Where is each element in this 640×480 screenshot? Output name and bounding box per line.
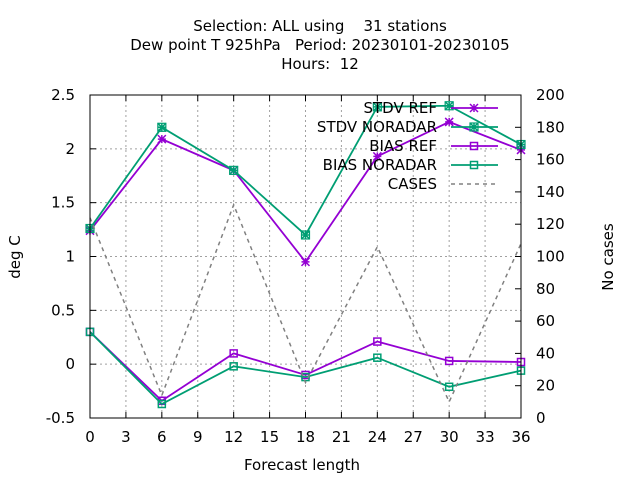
x-tick-label: 27 (404, 428, 423, 446)
x-tick-label: 18 (296, 428, 315, 446)
y2-tick-label: 200 (536, 86, 565, 104)
data-point (444, 382, 454, 392)
data-point (157, 399, 167, 409)
data-point (372, 102, 382, 112)
y-tick-label: 1.5 (51, 194, 75, 212)
x-tick-label: 36 (511, 428, 530, 446)
legend-marker (469, 122, 479, 132)
data-point (300, 230, 311, 240)
series-line (89, 331, 522, 406)
data-point-box (229, 165, 239, 175)
y2-tick-label: 20 (536, 377, 555, 395)
legend-label: BIAS REF (369, 137, 437, 155)
x-tick-label: 30 (440, 428, 459, 446)
data-point-box (444, 101, 454, 111)
y2-tick-label: 120 (536, 215, 565, 233)
legend-marker (469, 103, 479, 113)
x-axis-label: Forecast length (244, 456, 360, 474)
y2-tick-label: 100 (536, 248, 565, 266)
grid (90, 95, 521, 418)
y2-axis-label: No cases (599, 223, 617, 291)
legend-entry: CASES (388, 175, 498, 193)
y-tick-label: 0 (65, 355, 75, 373)
legend-marker-box (469, 122, 479, 132)
legend-label: STDV REF (363, 99, 437, 117)
data-point (300, 257, 311, 267)
y2-tick-label: 140 (536, 183, 565, 201)
x-tick-label: 0 (85, 428, 95, 446)
y-tick-label: 2.5 (51, 86, 75, 104)
legend-label: CASES (388, 175, 437, 193)
legend-label: STDV NORADAR (317, 118, 437, 136)
y-tick-label: -0.5 (46, 409, 75, 427)
data-point (444, 101, 454, 111)
y2-tick-label: 0 (536, 409, 546, 427)
data-point (373, 353, 382, 362)
y-tick-label: 2 (65, 140, 75, 158)
data-point (444, 356, 454, 366)
data-point (229, 362, 238, 371)
data-point (229, 349, 238, 358)
data-point-box (372, 102, 382, 112)
series-cases (89, 202, 522, 404)
data-point (157, 134, 167, 144)
legend-entry: BIAS REF (369, 137, 498, 155)
data-point (229, 165, 239, 175)
x-tick-label: 15 (260, 428, 279, 446)
series-line (89, 202, 522, 404)
y2-tick-label: 160 (536, 151, 565, 169)
y2-tick-label: 60 (536, 312, 555, 330)
legend-marker (469, 160, 479, 170)
x-tick-label: 6 (157, 428, 167, 446)
data-point (444, 117, 454, 127)
legend-entry: STDV REF (363, 99, 498, 117)
x-tick-label: 12 (224, 428, 243, 446)
data-point-box (300, 230, 311, 240)
x-tick-label: 3 (121, 428, 131, 446)
plot-series (85, 101, 526, 409)
y-tick-label: 0.5 (51, 301, 75, 319)
title-line-2: Dew point T 925hPa Period: 20230101-2023… (130, 36, 510, 54)
legend-entry: STDV NORADAR (317, 118, 498, 136)
title-line-3: Hours: 12 (281, 55, 359, 73)
y-tick-label: 1 (65, 248, 75, 266)
data-point (373, 337, 382, 346)
data-point (372, 151, 382, 161)
data-point-box (157, 122, 167, 132)
legend-entry: BIAS NORADAR (323, 156, 498, 174)
y2-tick-label: 80 (536, 280, 555, 298)
legend-label: BIAS NORADAR (323, 156, 437, 174)
title-line-1: Selection: ALL using 31 stations (193, 17, 447, 35)
legend-marker (469, 141, 479, 151)
y2-tick-label: 180 (536, 118, 565, 136)
y-axis-label: deg C (6, 235, 24, 279)
y2-tick-label: 40 (536, 344, 555, 362)
plot-frame (89, 94, 522, 419)
x-tick-label: 24 (368, 428, 387, 446)
x-tick-label: 33 (476, 428, 495, 446)
x-tick-label: 21 (332, 428, 351, 446)
axes: 0 3 6 9 12 15 18 21 24 27 30 33 36-0.500.511.522.502… (46, 86, 565, 446)
data-point (157, 122, 167, 132)
x-tick-label: 9 (193, 428, 203, 446)
